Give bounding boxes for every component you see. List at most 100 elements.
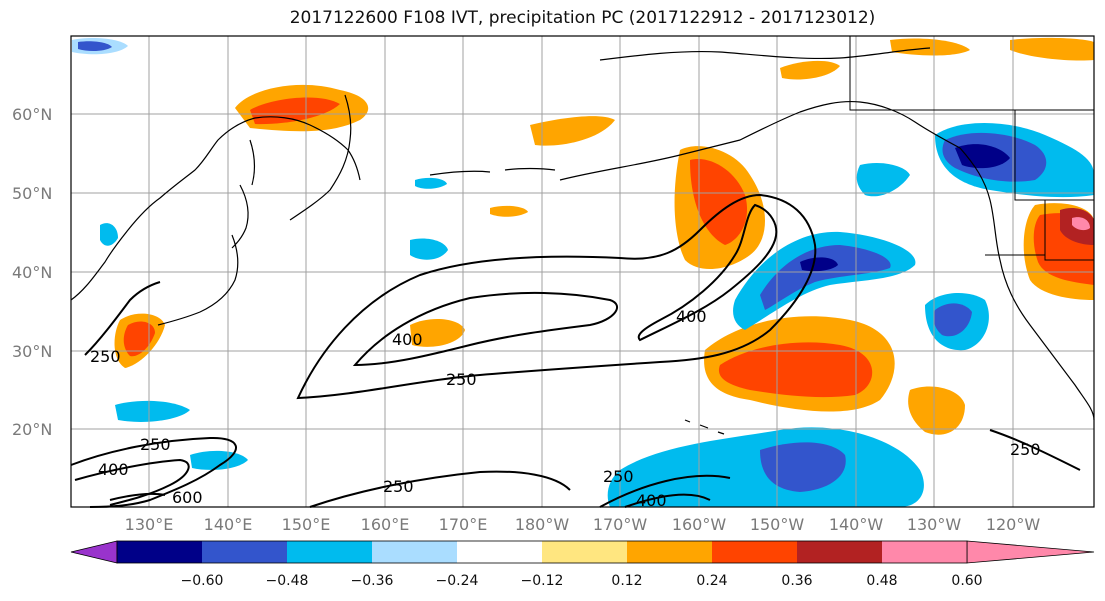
positive-anomaly-region [890, 38, 970, 56]
lat-tick-label: 60°N [12, 105, 52, 124]
positive-anomaly-region [780, 60, 840, 80]
lon-tick-label: 140°W [829, 515, 884, 534]
colorbar-tick-labels: −0.60 −0.48 −0.36 −0.24 −0.12 0.12 0.24 … [181, 573, 983, 589]
contour-label: 400 [636, 491, 667, 510]
colorbar-segment [797, 541, 882, 563]
contour-label: 400 [392, 330, 423, 349]
colorbar-tick-label: 0.48 [866, 573, 897, 589]
negative-anomaly-region [800, 257, 838, 272]
contour-label: 250 [383, 477, 414, 496]
lat-tick-label: 50°N [12, 184, 52, 203]
positive-anomaly-region [250, 97, 340, 125]
negative-anomaly-region [100, 223, 118, 246]
ivt-contour-250 [599, 474, 731, 508]
colorbar-segment [202, 541, 287, 563]
lon-tick-labels: 130°E 140°E 150°E 160°E 170°E 180°W 170°… [125, 515, 1041, 534]
colorbar-tick-label: −0.60 [181, 573, 224, 589]
negative-anomaly-region [933, 303, 972, 337]
bering-islands [429, 167, 556, 176]
lon-tick-label: 160°E [361, 515, 410, 534]
contour-label: 600 [172, 488, 203, 507]
lat-tick-labels: 60°N 50°N 40°N 30°N 20°N [12, 105, 52, 439]
colorbar-tick-label: 0.24 [696, 573, 727, 589]
contour-label: 250 [140, 435, 171, 454]
lon-tick-label: 140°E [204, 515, 253, 534]
japan-coastline [157, 234, 239, 326]
hawaii-islands [684, 419, 725, 435]
coastlines [70, 47, 1095, 435]
colorbar-max-extension [966, 540, 1095, 564]
lon-tick-label: 160°W [672, 515, 727, 534]
negative-anomaly-region [115, 400, 190, 422]
map-title: 2017122600 F108 IVT, precipitation PC (2… [289, 8, 876, 28]
positive-anomaly-region [1072, 217, 1090, 231]
lon-tick-label: 170°E [439, 515, 488, 534]
ivt-contour-400 [624, 493, 711, 508]
negative-fill-layer [72, 38, 1094, 507]
colorbar-segment [457, 541, 542, 563]
lon-tick-label: 120°W [986, 515, 1041, 534]
ivt-contour-250 [989, 429, 1081, 471]
north-america-coastline [959, 147, 1095, 421]
lat-tick-label: 20°N [12, 420, 52, 439]
negative-anomaly-region [955, 144, 1010, 169]
colorbar-tick-label: 0.12 [611, 573, 642, 589]
japan-north-coastline [231, 184, 249, 249]
colorbar-frame [116, 540, 968, 564]
colorbar-segment [542, 541, 627, 563]
ivt-contour-250 [309, 470, 571, 508]
contour-label: 250 [90, 347, 121, 366]
lon-tick-label: 180°W [515, 515, 570, 534]
contour-labels: 250 400 250 400 250 400 600 250 250 400 … [90, 307, 1041, 510]
alaska-coastline [559, 100, 961, 181]
colorbar-segment [627, 541, 712, 563]
lon-tick-label: 130°E [125, 515, 174, 534]
lon-tick-label: 130°W [907, 515, 962, 534]
ivt-contour-250 [84, 281, 161, 356]
negative-anomaly-region [856, 163, 910, 197]
colorbar-segment [117, 541, 202, 563]
contour-label: 400 [676, 307, 707, 326]
lat-tick-label: 30°N [12, 342, 52, 361]
colorbar-tick-label: 0.36 [781, 573, 812, 589]
ivt-contour-400 [74, 458, 190, 506]
ivt-contour-250 [296, 193, 817, 400]
colorbar-segment [712, 541, 797, 563]
contour-label: 250 [1010, 440, 1041, 459]
lon-tick-label: 150°E [282, 515, 331, 534]
lon-tick-label: 170°W [593, 515, 648, 534]
negative-anomaly-region [415, 177, 447, 189]
ivt-contour-400 [637, 203, 778, 342]
negative-anomaly-region [760, 245, 891, 310]
lon-tick-label: 150°W [750, 515, 805, 534]
colorbar [70, 540, 1095, 564]
contour-label: 250 [446, 370, 477, 389]
colorbar-min-extension [70, 540, 118, 564]
ivt-contour-400 [352, 291, 618, 367]
colorbar-tick-label: 0.60 [951, 573, 982, 589]
positive-anomaly-region [718, 342, 873, 398]
negative-anomaly-region [410, 238, 448, 260]
asia-coastline [70, 116, 361, 301]
positive-anomaly-region [690, 159, 748, 245]
positive-anomaly-region [490, 205, 528, 217]
colorbar-segment [287, 541, 372, 563]
negative-anomaly-region [78, 41, 112, 52]
sakhalin-coastline [249, 139, 256, 186]
contour-label: 250 [603, 467, 634, 486]
graticule [71, 36, 1094, 507]
ivt-contour-250 [70, 436, 237, 508]
positive-anomaly-region [908, 386, 965, 435]
kamchatka-coastline [289, 94, 352, 221]
colorbar-tick-label: −0.36 [351, 573, 394, 589]
alaska-north-coastline [599, 47, 931, 61]
lat-tick-label: 40°N [12, 263, 52, 282]
positive-anomaly-region [123, 321, 155, 357]
negative-anomaly-region [760, 442, 846, 492]
ivt-contour-600 [109, 492, 166, 501]
positive-anomaly-region [1010, 37, 1094, 61]
precip-fill-layer [114, 37, 1094, 435]
positive-anomaly-region [410, 318, 465, 347]
contour-label: 400 [98, 460, 129, 479]
